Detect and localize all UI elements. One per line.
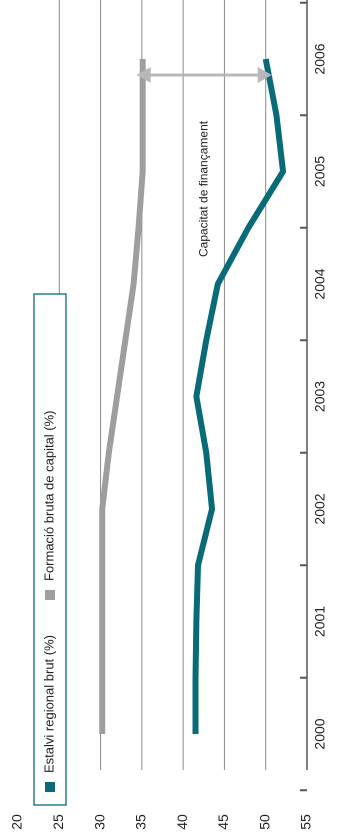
series-line-1 <box>99 59 146 734</box>
series-line-0 <box>192 58 287 734</box>
annotation: Capacitat de finançament <box>136 67 272 257</box>
x-tick-label: 2001 <box>312 606 328 637</box>
legend-label-0: Estalvi regional brut (%) <box>41 635 56 773</box>
gridlines <box>58 0 267 770</box>
legend-box <box>33 293 67 806</box>
y-tick-label: 35 <box>133 814 149 830</box>
x-tick-label: 2006 <box>312 43 328 74</box>
x-tick-label: 2002 <box>312 493 328 524</box>
y-tick-labels: 20 25 30 35 40 45 50 55 <box>9 814 314 830</box>
x-tick-label: 2004 <box>312 268 328 299</box>
y-tick-label: 20 <box>9 814 25 830</box>
x-axis: 2000 2001 2002 2003 2004 2005 2006 <box>300 0 328 792</box>
y-tick-label: 45 <box>215 814 231 830</box>
series-lines <box>99 58 287 734</box>
annotation-arrowhead-left <box>136 67 151 83</box>
annotation-arrowhead-right <box>257 67 272 83</box>
legend: Estalvi regional brut (%) Formació bruta … <box>33 293 67 806</box>
legend-swatch-0 <box>45 782 55 792</box>
annotation-label: Capacitat de finançament <box>196 120 210 257</box>
legend-label-1: Formació bruta de capital (%) <box>41 410 56 581</box>
x-tick-label: 2000 <box>312 718 328 749</box>
x-tick-label: 2003 <box>312 381 328 412</box>
y-tick-label: 40 <box>174 814 190 830</box>
y-tick-label: 30 <box>91 814 107 830</box>
y-tick-label: 25 <box>50 814 66 830</box>
legend-swatch-1 <box>45 590 55 600</box>
x-tick-label: 2005 <box>312 156 328 187</box>
y-tick-label: 50 <box>256 814 272 830</box>
y-tick-label: 55 <box>298 814 314 830</box>
